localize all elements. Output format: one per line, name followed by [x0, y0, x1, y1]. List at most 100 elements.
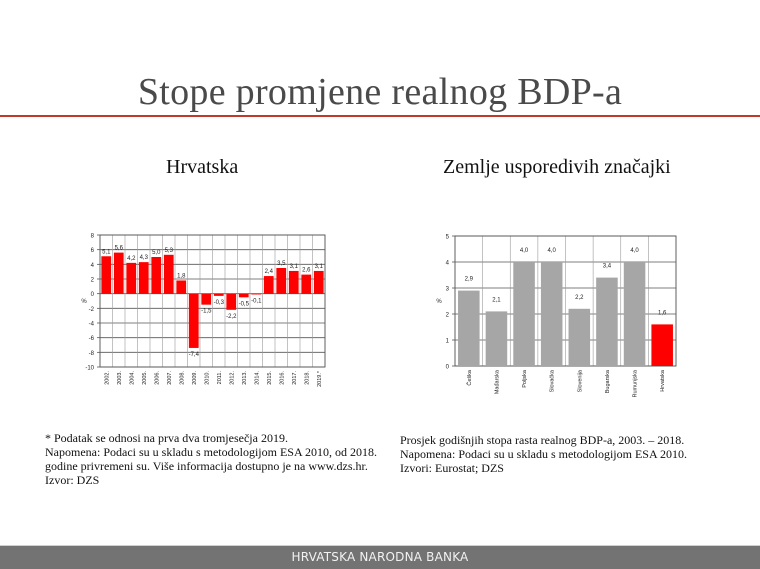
y-tick-label: 6 — [91, 248, 95, 254]
x-tick-label: 2013. — [242, 371, 248, 385]
y-tick-label: -10 — [85, 366, 94, 372]
peer-countries-gdp-chart: 5 4 3 2 1 0% 2,9 Češka 2,1 Mađarska 4,0 Poljska 4,0 S… — [436, 235, 677, 398]
x-tick-label: 2002. — [104, 371, 110, 385]
x-tick-label: 2009. — [192, 371, 198, 385]
bar-value-label: 5,1 — [102, 249, 111, 255]
bar-value-label: 4,2 — [127, 256, 136, 262]
y-tick-label: 0 — [446, 365, 450, 371]
bar-value-label: 2,9 — [465, 277, 474, 283]
bar-value-label: 5,3 — [165, 248, 174, 254]
bar — [458, 290, 480, 366]
bar — [540, 262, 563, 366]
x-tick-label: 2012. — [229, 371, 235, 385]
bar — [651, 324, 673, 366]
right-chart-notes: Prosjek godišnjih stopa rasta realnog BD… — [400, 433, 687, 475]
bar — [188, 293, 199, 348]
bar-value-label: 3,1 — [290, 264, 299, 270]
bar-value-label: -7,4 — [189, 352, 200, 358]
y-axis-label: % — [81, 299, 87, 305]
x-tick-label: 2010. — [204, 371, 210, 385]
footer-brand: HRVATSKA NARODNA BANKA — [291, 550, 469, 564]
bar-value-label: 2,1 — [492, 297, 501, 303]
x-tick-label: Mađarska — [494, 369, 500, 394]
bar-value-label: 2,2 — [575, 295, 584, 301]
y-tick-label: 2 — [91, 278, 95, 284]
x-tick-label: 2007. — [167, 371, 173, 385]
left-chart-subtitle: Hrvatska — [166, 156, 239, 178]
x-tick-label: Poljska — [522, 369, 528, 388]
bar — [213, 293, 224, 296]
bar-value-label: 5,6 — [115, 246, 124, 252]
x-tick-label: 2014. — [254, 371, 260, 385]
bar-value-label: 2,6 — [302, 268, 311, 274]
x-tick-label: 2011. — [217, 371, 223, 385]
note-line: Napomena: Podaci su u skladu s metodolog… — [45, 445, 377, 459]
note-line: Napomena: Podaci su u skladu s metodolog… — [400, 447, 687, 461]
bar — [623, 262, 646, 366]
y-tick-label: -4 — [89, 322, 95, 328]
y-tick-label: 4 — [91, 263, 95, 269]
bar — [276, 268, 287, 294]
bar-value-label: 4,0 — [630, 248, 639, 254]
bar — [263, 276, 274, 294]
bar — [251, 293, 262, 295]
x-tick-label: 2017. — [292, 371, 298, 385]
bar-value-label: 3,1 — [315, 264, 324, 270]
x-tick-label: Slovenija — [577, 369, 583, 392]
note-line: godine privremeni su. Više informacija d… — [45, 459, 368, 473]
y-tick-label: -2 — [89, 307, 95, 313]
bar — [596, 277, 618, 366]
y-tick-label: 8 — [91, 234, 95, 240]
x-tick-label: Bugarska — [605, 369, 611, 393]
bar — [151, 257, 162, 294]
x-tick-label: Hrvatska — [660, 369, 666, 392]
x-tick-label: 2008. — [179, 371, 185, 385]
x-tick-label: Slovačka — [550, 369, 556, 392]
right-chart-subtitle: Zemlje usporedivih značajki — [443, 156, 671, 178]
bar-value-label: 3,4 — [603, 264, 612, 270]
x-tick-label: 2019.* — [317, 370, 323, 387]
bar — [301, 274, 312, 294]
bar — [101, 256, 112, 294]
bar-value-label: 4,0 — [548, 248, 557, 254]
bar-value-label: -2,2 — [226, 314, 237, 320]
x-tick-label: 2006. — [154, 371, 160, 385]
croatia-gdp-chart: 8 6 4 2 0 -2 -4 -6 -8 -10% 5,1 2002. 5,6 2003. 4,2 2004… — [81, 234, 326, 387]
bar-value-label: 1,8 — [177, 273, 186, 279]
x-tick-label: 2015. — [267, 371, 273, 385]
title-divider — [0, 115, 760, 117]
x-tick-label: 2005. — [142, 371, 148, 385]
bar-value-label: 4,0 — [520, 248, 529, 254]
left-chart-notes: * Podatak se odnosi na prva dva tromjese… — [45, 431, 377, 487]
y-tick-label: 2 — [446, 313, 450, 319]
x-tick-label: Češka — [466, 369, 473, 386]
bar-value-label: 1,6 — [658, 310, 667, 316]
y-tick-label: 4 — [446, 261, 450, 267]
bar-value-label: -0,3 — [214, 300, 225, 306]
x-tick-label: 2018. — [304, 371, 310, 385]
slide-title: Stope promjene realnog BDP-a — [137, 71, 623, 113]
y-tick-label: 3 — [446, 287, 450, 293]
note-line: * Podatak se odnosi na prva dva tromjese… — [45, 431, 288, 445]
bar — [126, 262, 137, 294]
bar — [313, 270, 324, 294]
bar — [201, 293, 212, 305]
bar-value-label: -0,1 — [251, 298, 262, 304]
bar — [138, 262, 149, 294]
y-tick-label: 5 — [446, 235, 450, 241]
y-tick-label: -8 — [89, 351, 95, 357]
bar-value-label: 5,0 — [152, 250, 161, 256]
x-tick-label: 2003. — [117, 371, 123, 385]
y-tick-label: 0 — [91, 292, 95, 298]
bar — [485, 311, 508, 366]
bar-value-label: 3,5 — [277, 261, 286, 267]
bar-value-label: 2,4 — [265, 269, 274, 275]
bar-value-label: 4,3 — [140, 255, 149, 261]
y-tick-label: 1 — [446, 339, 450, 345]
source-line: Izvor: DZS — [45, 473, 100, 487]
source-line: Izvori: Eurostat; DZS — [400, 461, 504, 475]
bar-value-label: -1,5 — [201, 309, 212, 315]
x-tick-label: 2016. — [279, 371, 285, 385]
bar — [513, 262, 535, 366]
bar — [568, 308, 591, 366]
